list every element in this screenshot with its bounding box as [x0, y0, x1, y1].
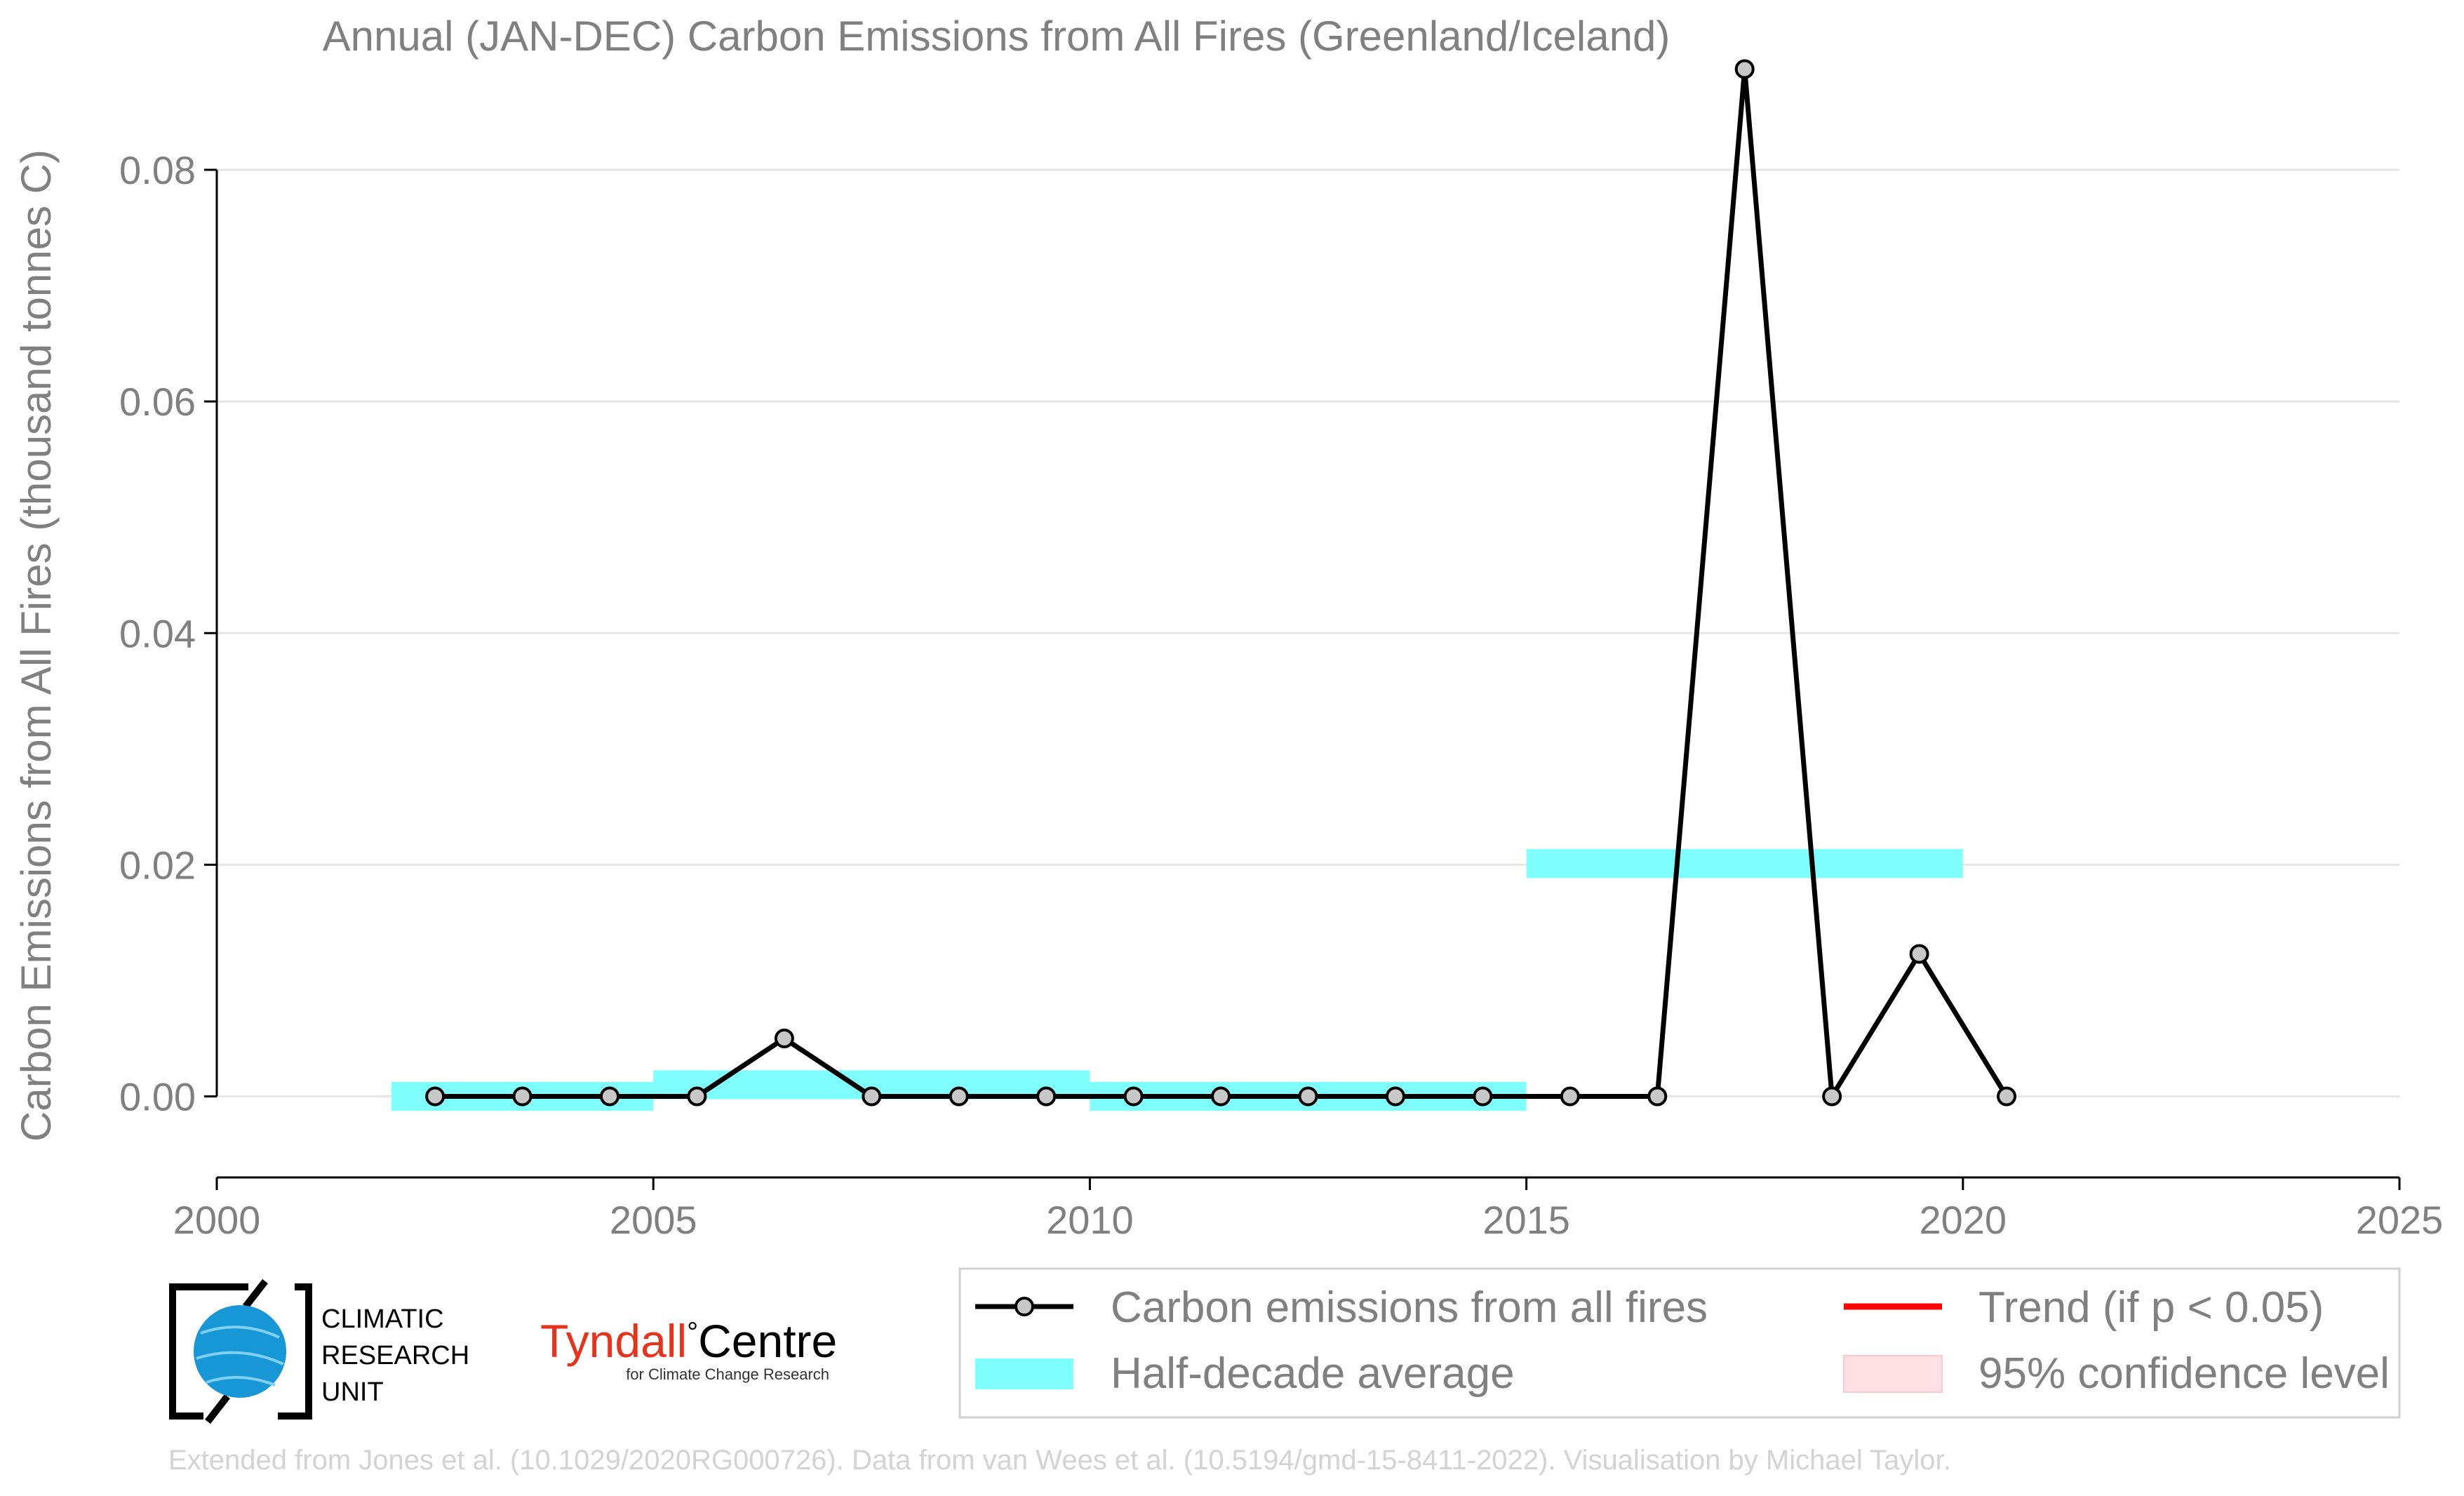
emissions-point	[1473, 1086, 1493, 1107]
emissions-point	[687, 1086, 707, 1107]
emissions-line	[435, 66, 2009, 1099]
legend-box	[958, 1267, 2401, 1419]
emissions-point	[1560, 1086, 1580, 1107]
emissions-point	[425, 1086, 446, 1107]
half-decade-average-bar	[1526, 849, 1963, 879]
emissions-point	[1997, 1086, 2017, 1107]
globe-icon-contour-2	[196, 1351, 284, 1365]
x-tick-label: 2015	[1482, 1198, 1570, 1242]
cru-logo-text-line-1: CLIMATIC	[321, 1304, 444, 1334]
y-tick-label: 0.00	[119, 1074, 196, 1118]
emissions-point	[1123, 1086, 1144, 1107]
emissions-point	[1298, 1086, 1318, 1107]
emissions-point	[1211, 1086, 1231, 1107]
x-tick-label: 2025	[2356, 1198, 2444, 1242]
emissions-point	[1734, 59, 1755, 79]
emissions-point	[599, 1086, 620, 1107]
legend-average-label: Half-decade average	[1111, 1349, 1515, 1398]
cru-logo-text-line-2: RESEARCH	[321, 1341, 469, 1370]
x-tick-label: 2005	[610, 1198, 697, 1242]
emissions-point	[862, 1086, 882, 1107]
legend: Carbon emissions from all fires Half-dec…	[958, 1267, 2401, 1419]
legend-confidence-swatch	[1843, 1355, 1943, 1393]
emissions-point	[1385, 1086, 1405, 1107]
x-tick-label: 2010	[1046, 1198, 1134, 1242]
cru-logo-frame	[169, 1283, 312, 1420]
legend-trend-label: Trend (if p < 0.05)	[1978, 1283, 2324, 1332]
legend-emissions-marker	[1015, 1297, 1034, 1316]
chart-title: Annual (JAN-DEC) Carbon Emissions from A…	[323, 13, 1670, 60]
y-tick-label: 0.08	[119, 148, 196, 192]
emissions-point	[1036, 1086, 1057, 1107]
emissions-point	[1909, 944, 1929, 964]
tyndall-logo: Tyndall°Centre for Climate Change Resear…	[540, 1315, 837, 1383]
tyndall-logo-title: Tyndall°Centre	[540, 1315, 837, 1367]
emissions-point	[512, 1086, 533, 1107]
tyndall-logo-subtitle: for Climate Change Research	[626, 1365, 829, 1383]
grid-layer	[217, 168, 2399, 1097]
half-decade-bands	[391, 849, 1963, 1111]
footer-credits: Extended from Jones et al. (10.1029/2020…	[168, 1445, 1951, 1476]
legend-emissions-label: Carbon emissions from all fires	[1111, 1283, 1708, 1332]
x-tick-label: 2000	[173, 1198, 261, 1242]
cru-logo-slash-bottom	[205, 1394, 230, 1424]
axes: 0.00 0.02 0.04 0.06 0.08 2000 2005 2010 2015 2020…	[119, 148, 2443, 1242]
emissions-point	[774, 1028, 794, 1048]
legend-confidence-label: 95% confidence level	[1978, 1349, 2390, 1398]
emissions-point	[949, 1086, 969, 1107]
globe-icon-contour-1	[200, 1325, 280, 1339]
cru-logo-slash-top	[243, 1278, 268, 1309]
tyndall-logo-main: Tyndall	[540, 1315, 687, 1367]
tyndall-logo-centre: Centre	[698, 1315, 837, 1367]
globe-icon-contour-3	[206, 1375, 276, 1387]
cru-logo-text-line-3: UNIT	[321, 1377, 384, 1407]
y-tick-label: 0.04	[119, 611, 196, 655]
x-tick-label: 2020	[1920, 1198, 2007, 1242]
cru-logo: CLIMATIC RESEARCH UNIT	[169, 1278, 469, 1424]
y-tick-label: 0.02	[119, 843, 196, 887]
tyndall-logo-degree: °	[687, 1317, 698, 1348]
emissions-point	[1647, 1086, 1668, 1107]
y-tick-label: 0.06	[119, 380, 196, 424]
emissions-point	[1822, 1086, 1842, 1107]
emissions-series	[425, 59, 2017, 1107]
y-axis-label: Carbon Emissions from All Fires (thousan…	[13, 149, 60, 1142]
legend-average-swatch	[975, 1358, 1073, 1389]
